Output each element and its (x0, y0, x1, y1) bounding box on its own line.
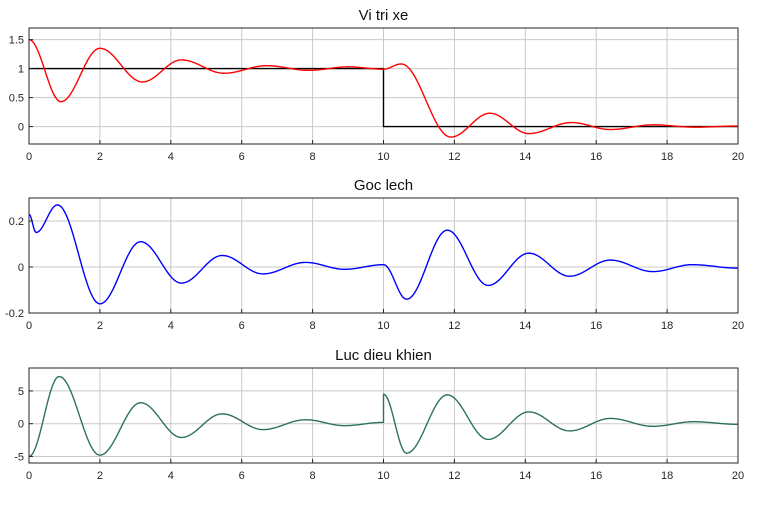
x-tick-label: 18 (661, 151, 673, 163)
x-tick-label: 6 (239, 470, 245, 482)
x-tick-label: 14 (519, 320, 531, 332)
x-tick-label: 4 (168, 320, 174, 332)
x-tick-label: 18 (661, 470, 673, 482)
x-tick-label: 10 (377, 470, 389, 482)
chart-panel-1: Vi tri xe 0 2 4 6 8 10 12 14 16 18 20 0 0.5 1 1.5 (9, 7, 744, 163)
x-tick-label: 4 (168, 151, 174, 163)
series-line-1 (28, 204, 739, 305)
x-tick-label: 6 (239, 320, 245, 332)
y-tick-label: 5 (18, 386, 24, 398)
y-tick-label: 0.5 (9, 93, 24, 105)
x-tick-label: 20 (732, 470, 744, 482)
y-tick-label: -0.2 (5, 308, 24, 320)
x-tick-label: 16 (590, 320, 602, 332)
x-tick-label: 4 (168, 470, 174, 482)
x-tick-label: 16 (590, 151, 602, 163)
x-tick-label: 6 (239, 151, 245, 163)
y-tick-label: 1 (18, 64, 24, 76)
x-tick-label: 20 (732, 320, 744, 332)
y-tick-label: 1.5 (9, 35, 24, 47)
x-tick-label: 0 (26, 470, 32, 482)
x-tick-label: 2 (97, 470, 103, 482)
x-tick-label: 2 (97, 151, 103, 163)
x-tick-label: 8 (310, 470, 316, 482)
x-tick-label: 8 (310, 320, 316, 332)
series-line-1 (28, 375, 738, 458)
x-tick-label: 18 (661, 320, 673, 332)
chart-title: Vi tri xe (359, 7, 409, 24)
x-tick-label: 12 (448, 320, 460, 332)
series-line-2 (28, 38, 738, 138)
x-tick-label: 10 (377, 151, 389, 163)
y-tick-label: 0.2 (9, 216, 24, 228)
chart-title: Luc dieu khien (335, 347, 432, 364)
x-tick-label: 2 (97, 320, 103, 332)
x-tick-label: 12 (448, 151, 460, 163)
x-tick-label: 0 (26, 320, 32, 332)
x-tick-label: 12 (448, 470, 460, 482)
y-tick-label: -5 (14, 451, 24, 463)
x-tick-label: 14 (519, 151, 531, 163)
y-tick-label: 0 (18, 419, 24, 431)
x-tick-label: 8 (310, 151, 316, 163)
x-tick-label: 0 (26, 151, 32, 163)
chart-title: Goc lech (354, 177, 413, 194)
y-tick-label: 0 (18, 122, 24, 134)
x-tick-label: 16 (590, 470, 602, 482)
x-tick-label: 10 (377, 320, 389, 332)
y-tick-label: 0 (18, 262, 24, 274)
x-tick-label: 20 (732, 151, 744, 163)
x-tick-label: 14 (519, 470, 531, 482)
